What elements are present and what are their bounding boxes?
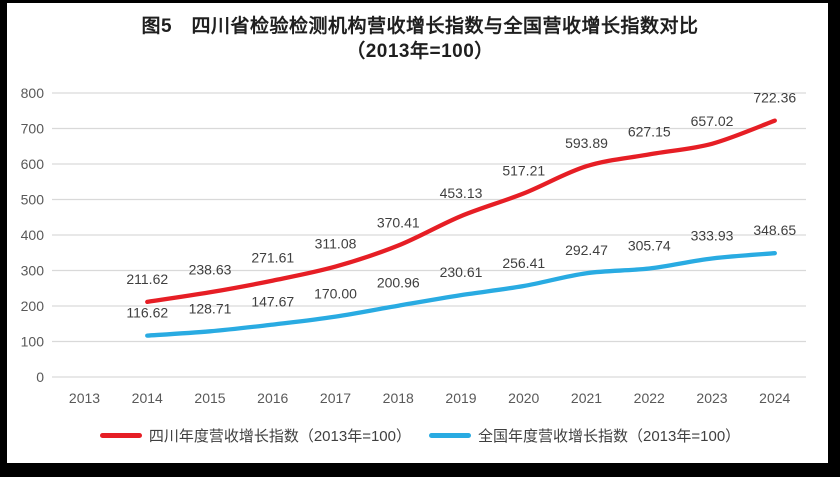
data-label: 517.21 [502, 162, 545, 178]
data-label: 200.96 [377, 275, 420, 291]
data-label: 271.61 [251, 250, 294, 266]
data-label: 147.67 [251, 294, 294, 310]
national-line-swatch-icon [429, 433, 471, 438]
data-label: 128.71 [189, 300, 232, 316]
y-axis-tick-label: 100 [21, 334, 45, 350]
data-label: 292.47 [565, 242, 608, 258]
data-label: 230.61 [440, 264, 483, 280]
chart-title-line2: （2013年=100） [346, 41, 494, 62]
y-axis-tick-label: 700 [21, 121, 45, 137]
chart-canvas [7, 3, 828, 463]
data-label: 256.41 [502, 255, 545, 271]
series-line-1 [145, 251, 777, 338]
data-label: 170.00 [314, 286, 357, 302]
legend-label-sichuan: 四川年度营收增长指数（2013年=100） [148, 428, 411, 445]
legend-item-sichuan: 四川年度营收增长指数（2013年=100） [99, 425, 411, 446]
chart-title-line1: 图5 四川省检验检测机构营收增长指数与全国营收增长指数对比 [141, 16, 699, 37]
x-axis-tick-label: 2014 [132, 390, 163, 406]
chart-legend: 四川年度营收增长指数（2013年=100） 全国年度营收增长指数（2013年=1… [0, 425, 840, 446]
data-label: 593.89 [565, 135, 608, 151]
x-axis-tick-label: 2024 [759, 390, 790, 406]
y-axis-tick-label: 400 [21, 227, 45, 243]
data-label: 311.08 [315, 236, 357, 252]
x-axis-tick-label: 2017 [320, 390, 351, 406]
data-label: 116.62 [126, 305, 168, 321]
y-axis-tick-label: 300 [21, 263, 45, 279]
x-axis-tick-label: 2016 [257, 390, 288, 406]
data-label: 657.02 [691, 113, 734, 129]
data-label: 453.13 [440, 185, 483, 201]
x-axis-tick-label: 2022 [634, 390, 665, 406]
sichuan-line-swatch-icon [99, 433, 142, 438]
y-axis-tick-label: 0 [36, 369, 44, 385]
data-label: 305.74 [628, 237, 671, 253]
data-label: 722.36 [753, 90, 796, 106]
x-axis-tick-label: 2019 [445, 390, 476, 406]
x-axis-tick-label: 2013 [69, 390, 100, 406]
data-label: 238.63 [189, 261, 232, 277]
y-axis-tick-label: 500 [21, 192, 45, 208]
data-label: 211.62 [126, 271, 168, 287]
x-axis-tick-label: 2015 [194, 390, 225, 406]
data-label: 348.65 [753, 222, 796, 238]
x-axis-tick-label: 2018 [383, 390, 414, 406]
y-axis-tick-label: 600 [21, 156, 45, 172]
x-axis-tick-label: 2023 [696, 390, 727, 406]
y-axis-tick-label: 800 [21, 85, 45, 101]
legend-item-national: 全国年度营收增长指数（2013年=100） [429, 425, 740, 446]
legend-label-national: 全国年度营收增长指数（2013年=100） [478, 428, 741, 445]
x-axis-tick-label: 2020 [508, 390, 539, 406]
data-label: 333.93 [691, 227, 734, 243]
series-line-0 [145, 118, 777, 305]
data-label: 627.15 [628, 123, 671, 139]
data-label: 370.41 [377, 215, 420, 231]
y-axis-tick-label: 200 [21, 298, 45, 314]
x-axis-tick-label: 2021 [571, 390, 602, 406]
